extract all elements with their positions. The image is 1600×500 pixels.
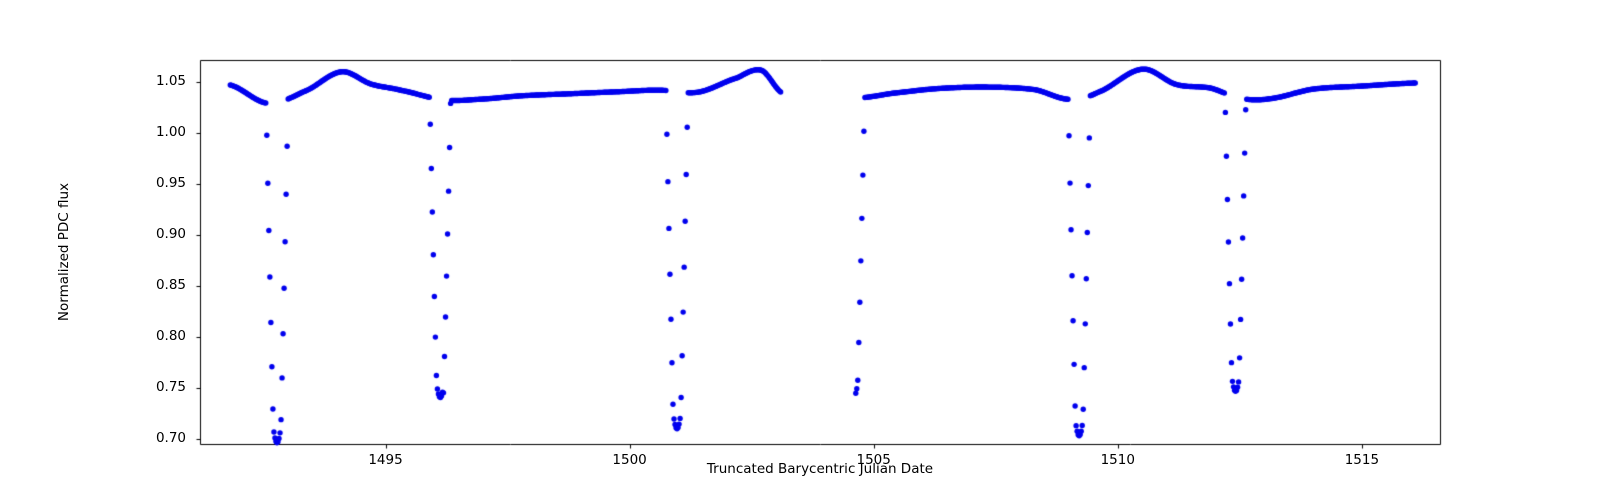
y-tick-label: 0.70 xyxy=(155,430,186,447)
x-tick-label: 1500 xyxy=(612,452,647,468)
y-tick-label: 0.85 xyxy=(155,277,186,294)
y-axis-label: Normalized PDC flux xyxy=(56,182,72,322)
y-tick-label: 0.95 xyxy=(155,175,186,192)
x-tick-label: 1515 xyxy=(1344,452,1380,468)
y-tick-label: 0.90 xyxy=(155,226,186,243)
y-tick-label: 1.05 xyxy=(155,72,186,89)
x-tick-label: 1495 xyxy=(368,452,403,468)
x-tick-label: 1505 xyxy=(856,452,891,468)
y-tick-label: 0.75 xyxy=(155,379,186,396)
x-tick-label: 1510 xyxy=(1100,452,1135,468)
y-tick-label: 0.80 xyxy=(155,328,186,345)
y-tick-label: 1.00 xyxy=(155,124,186,141)
x-axis-label: Truncated Barycentric Julian Date xyxy=(706,461,934,477)
